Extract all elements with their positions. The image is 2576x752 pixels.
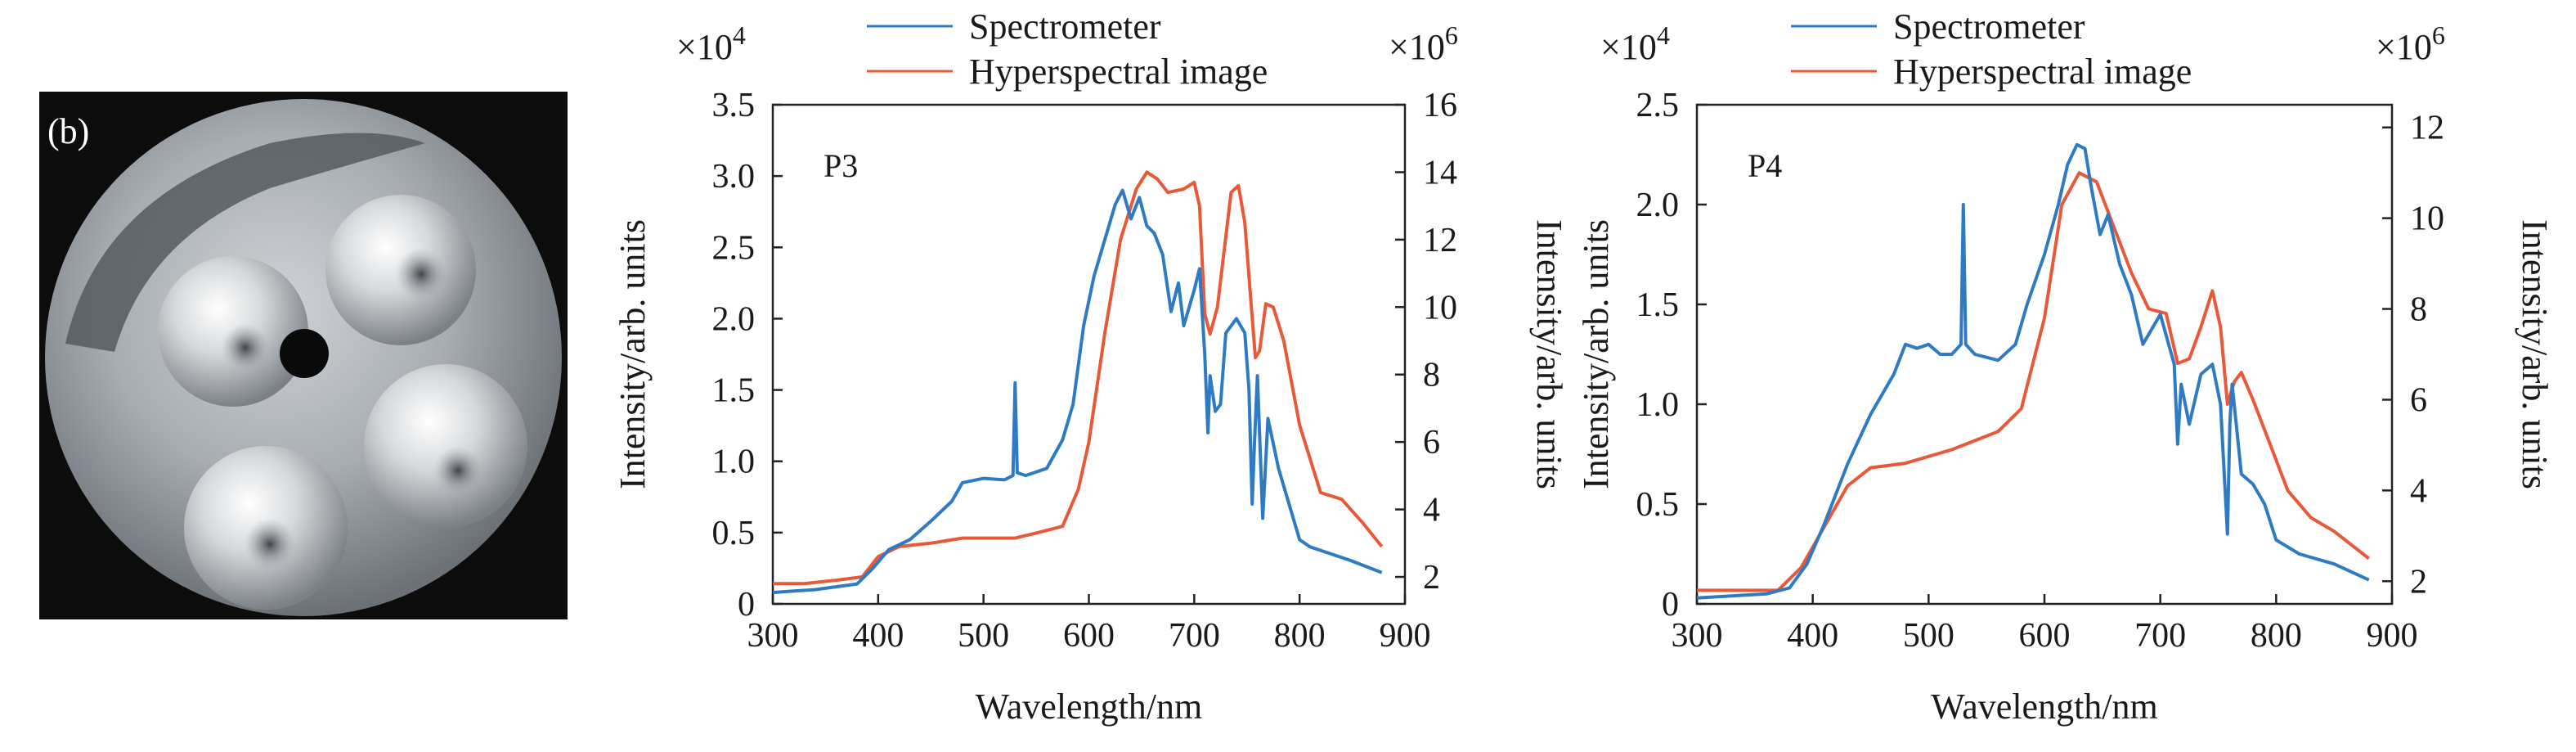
fruit-2 bbox=[158, 256, 308, 407]
y-left-tick-label: 0 bbox=[1662, 586, 1679, 624]
fruit-1-dimple bbox=[395, 248, 447, 300]
fruit-3-dimple bbox=[433, 446, 482, 495]
plot-frame bbox=[1695, 103, 2394, 606]
x-axis-title: Wavelength/nm bbox=[976, 687, 1203, 727]
hyperspectral-series-line bbox=[1697, 171, 2370, 592]
right-axis-multiplier: ×106 bbox=[2376, 20, 2445, 67]
legend-label: Spectrometer bbox=[1893, 7, 2085, 47]
fruit-4 bbox=[184, 446, 348, 610]
y-left-tick-label: 2.0 bbox=[1636, 187, 1680, 224]
y-right-tick-label: 14 bbox=[1423, 154, 1457, 191]
x-tick-label: 300 bbox=[747, 617, 799, 655]
y-right-tick-label: 4 bbox=[1423, 492, 1440, 529]
chart-p4: 300 400 500 600 700 800 900 0 0.5 1.0 1.5 2.0 2.5 2 4 6… bbox=[1576, 7, 2555, 727]
fruit-3 bbox=[364, 364, 527, 528]
x-tick-label: 900 bbox=[1380, 617, 1431, 655]
x-tick-label: 700 bbox=[2134, 617, 2186, 655]
y-right-tick-label: 16 bbox=[1423, 87, 1457, 124]
y-right-tick-label: 8 bbox=[1423, 357, 1440, 394]
y-right-tick-label: 6 bbox=[2410, 381, 2427, 419]
hyperspectral-series-line bbox=[773, 170, 1384, 586]
y-left-tick-label: 0 bbox=[738, 586, 755, 624]
y-left-tick-label: 2.5 bbox=[712, 229, 756, 267]
spectrometer-series-line bbox=[772, 188, 1383, 595]
x-tick-label: 500 bbox=[958, 617, 1009, 655]
y-left-axis-title: Intensity/arb. units bbox=[613, 219, 653, 489]
y-left-axis-title: Intensity/arb. units bbox=[1576, 219, 1616, 489]
right-multiplier-exponent: 6 bbox=[2432, 20, 2445, 50]
plot-frame bbox=[771, 103, 1407, 606]
legend-label: Hyperspectral image bbox=[1893, 52, 2192, 92]
y-left-tick-label: 1.0 bbox=[1636, 386, 1680, 424]
y-right-tick-label: 8 bbox=[2410, 291, 2427, 329]
x-tick-label: 400 bbox=[1787, 617, 1838, 655]
x-tick-label: 900 bbox=[2367, 617, 2418, 655]
right-multiplier-base: ×10 bbox=[1389, 27, 1445, 67]
legend-label: Spectrometer bbox=[969, 7, 1161, 47]
fruit-4-dimple bbox=[244, 518, 296, 570]
left-axis-multiplier: ×104 bbox=[1600, 20, 1670, 67]
y-right-axis-title: Intensity/arb. units bbox=[1529, 219, 1569, 489]
photo-panel: (b) bbox=[39, 92, 568, 619]
right-multiplier-base: ×10 bbox=[2376, 27, 2432, 67]
y-left-tick-label: 3.0 bbox=[712, 158, 756, 196]
y-left-tick-label: 1.0 bbox=[712, 444, 756, 481]
x-tick-label: 300 bbox=[1672, 617, 1723, 655]
y-left-tick-label: 2.0 bbox=[712, 300, 756, 338]
y-left-tick-label: 1.5 bbox=[712, 372, 756, 410]
x-tick-label: 500 bbox=[1903, 617, 1954, 655]
y-right-tick-label: 12 bbox=[2410, 110, 2444, 147]
left-multiplier-exponent: 4 bbox=[1657, 20, 1670, 50]
panel-label: P3 bbox=[824, 147, 858, 184]
x-tick-label: 700 bbox=[1169, 617, 1220, 655]
left-multiplier-base: ×10 bbox=[1600, 27, 1657, 67]
y-right-tick-label: 2 bbox=[1423, 559, 1440, 597]
y-right-tick-label: 12 bbox=[1423, 222, 1457, 259]
fruit-2-dimple bbox=[221, 323, 270, 372]
left-multiplier-exponent: 4 bbox=[733, 20, 746, 50]
y-right-axis-title: Intensity/arb. units bbox=[2515, 219, 2555, 489]
center-hole bbox=[280, 329, 329, 378]
y-right-tick-label: 2 bbox=[2410, 563, 2427, 601]
spectrometer-series-line bbox=[1696, 142, 2370, 600]
x-tick-label: 800 bbox=[2251, 617, 2302, 655]
x-tick-label: 400 bbox=[852, 617, 904, 655]
y-right-tick-label: 6 bbox=[1423, 424, 1440, 462]
y-left-tick-label: 3.5 bbox=[712, 87, 756, 124]
chart-p3: 300 400 500 600 700 800 900 0 0.5 1.0 1.5 2.0 2.5 3.0… bbox=[613, 7, 1569, 727]
legend-label: Hyperspectral image bbox=[969, 52, 1268, 92]
fruit-1 bbox=[325, 195, 476, 345]
y-left-tick-label: 0.5 bbox=[712, 515, 756, 552]
y-left-tick-label: 2.5 bbox=[1636, 87, 1680, 124]
tray-shadow-band bbox=[65, 133, 425, 352]
y-right-tick-label: 4 bbox=[2410, 472, 2427, 510]
x-tick-label: 600 bbox=[2019, 617, 2071, 655]
y-right-tick-label: 10 bbox=[1423, 289, 1457, 326]
right-axis-multiplier: ×106 bbox=[1389, 20, 1458, 67]
left-multiplier-base: ×10 bbox=[676, 27, 733, 67]
y-left-tick-label: 1.5 bbox=[1636, 286, 1680, 324]
panel-label: P4 bbox=[1748, 147, 1782, 184]
right-multiplier-exponent: 6 bbox=[1445, 20, 1458, 50]
left-axis-multiplier: ×104 bbox=[676, 20, 746, 67]
x-tick-label: 800 bbox=[1274, 617, 1326, 655]
x-tick-label: 600 bbox=[1063, 617, 1115, 655]
y-left-tick-label: 0.5 bbox=[1636, 486, 1680, 524]
y-right-tick-label: 10 bbox=[2410, 200, 2444, 238]
photo-panel-label: (b) bbox=[47, 111, 89, 151]
x-axis-title: Wavelength/nm bbox=[1931, 687, 2158, 727]
